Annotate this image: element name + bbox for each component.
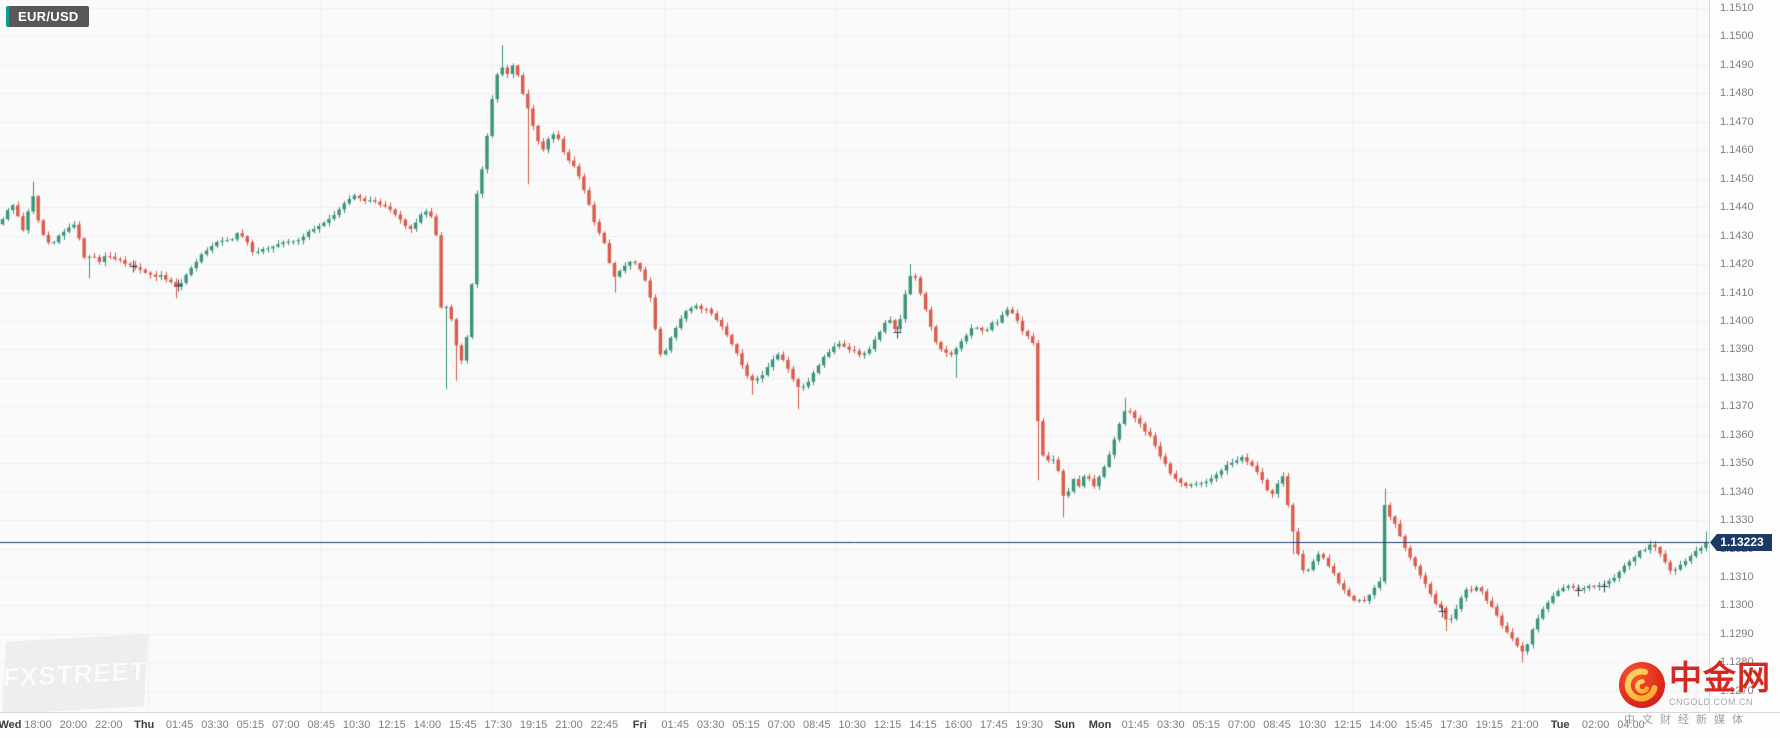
time-axis-label: 02:00 [1581,719,1610,731]
cngold-logo: 中金网 CNGOLD.COM.CN 中文财经新媒体 [1618,661,1778,727]
time-axis-label: 21:00 [555,719,583,731]
price-axis[interactable]: 1.1510 1.1500 1.1490 1.1480 1.1470 1.1460 1.14… [1709,0,1780,712]
symbol-badge[interactable]: EUR/USD [6,6,89,27]
time-axis-label: 01:45 [1121,719,1150,731]
price-tick-label: 1.1300 [1720,599,1754,612]
time-axis-label: 12:15 [873,719,902,731]
time-axis-label: 05:15 [732,719,760,731]
time-axis-label: 15:45 [449,719,477,731]
price-tick-label: 1.1440 [1720,201,1754,214]
symbol-label: EUR/USD [18,9,79,24]
time-axis-label: 15:45 [1404,719,1433,731]
time-axis-label: 03:30 [1157,719,1185,731]
price-tick-label: 1.1500 [1720,30,1754,43]
time-axis-label: 05:15 [236,719,265,731]
time-axis-label: 20:00 [59,719,88,731]
time-axis-label: 07:00 [767,719,796,731]
price-tick-label: 1.1310 [1720,571,1754,583]
price-tick-label: 1.1330 [1720,514,1754,527]
price-tick-label: 1.1370 [1720,400,1754,413]
time-axis-label: 16:00 [944,719,973,731]
price-tick-label: 1.1450 [1720,172,1754,185]
time-axis-label: 08:45 [307,719,335,731]
price-tick-label: 1.1360 [1720,428,1754,441]
price-tick-label: 1.1460 [1720,144,1754,157]
cngold-logo-title: 中金网 [1669,661,1771,697]
price-tick-label: 1.1420 [1720,258,1754,271]
time-axis-label: 12:15 [378,719,406,731]
time-axis-label: 17:30 [484,719,512,731]
current-price-value: 1.13223 [1720,535,1764,549]
time-axis-day-label: Tue [1550,719,1570,731]
price-tick-label: 1.1270 [1720,684,1754,697]
time-axis-label: 22:00 [95,719,123,731]
time-axis-label: 17:30 [1440,719,1468,731]
time-axis-day-label: Sun [1054,719,1075,731]
time-axis-day-label: Wed [0,719,22,731]
time-axis-label: 03:30 [696,719,725,731]
time-axis-label: 08:45 [803,719,831,731]
time-axis-day-label: Mon [1088,719,1112,731]
price-tick-label: 1.1470 [1720,115,1754,128]
time-axis-label: 18:00 [24,719,52,731]
time-axis-label: 01:45 [165,719,194,731]
time-axis-label: 22:45 [590,719,619,731]
time-axis-label: 19:15 [519,719,548,731]
time-axis-label: 19:30 [1015,719,1043,731]
price-tick-label: 1.1380 [1720,371,1754,384]
time-axis-label: 01:45 [661,719,689,731]
price-tick-label: 1.1510 [1720,2,1754,14]
cngold-logo-icon [1618,661,1666,709]
price-tick-label: 1.1390 [1720,343,1754,356]
time-axis-label: 03:30 [201,719,229,731]
time-axis-label: 21:00 [1511,719,1539,731]
time-axis-label: 12:15 [1334,719,1362,731]
time-axis-label: 10:30 [838,719,866,731]
price-tick-label: 1.1290 [1720,627,1754,640]
price-tick-label: 1.1350 [1720,457,1754,470]
time-axis-label: 14:00 [413,719,442,731]
price-tick-label: 1.1480 [1720,87,1754,100]
price-tick-label: 1.1340 [1720,485,1754,498]
price-tick-label: 1.1400 [1720,314,1754,327]
price-tick-label: 1.1430 [1720,229,1754,242]
time-axis-label: 14:15 [909,719,937,731]
price-tick-label: 1.1280 [1720,656,1754,669]
time-axis-label: 07:00 [1227,719,1256,731]
price-tick-label: 1.1490 [1720,58,1754,71]
time-axis-label: 08:45 [1263,719,1291,731]
time-axis-label: 10:30 [342,719,371,731]
cngold-logo-domain: CNGOLD.COM.CN [1669,697,1754,707]
time-axis-label: 19:15 [1475,719,1504,731]
time-axis-label: 14:00 [1369,719,1397,731]
price-tick-label: 1.1410 [1720,286,1754,299]
time-axis-label: 17:45 [980,719,1008,731]
time-axis-label: 10:30 [1298,719,1327,731]
current-price-tag: 1.13223 [1710,534,1772,551]
time-axis-label: 07:00 [272,719,300,731]
time-axis-day-label: Fri [632,719,647,731]
time-axis[interactable]: Wed 18:00 20:00 22:00 Thu 01:45 03:30 05:15 07:0… [0,712,1780,738]
time-axis-label: 04:00 [1617,719,1645,731]
time-axis-day-label: Thu [134,719,155,731]
cngold-logo-tagline: 中文财经新媒体 [1624,714,1750,726]
time-axis-label: 05:15 [1192,719,1220,731]
